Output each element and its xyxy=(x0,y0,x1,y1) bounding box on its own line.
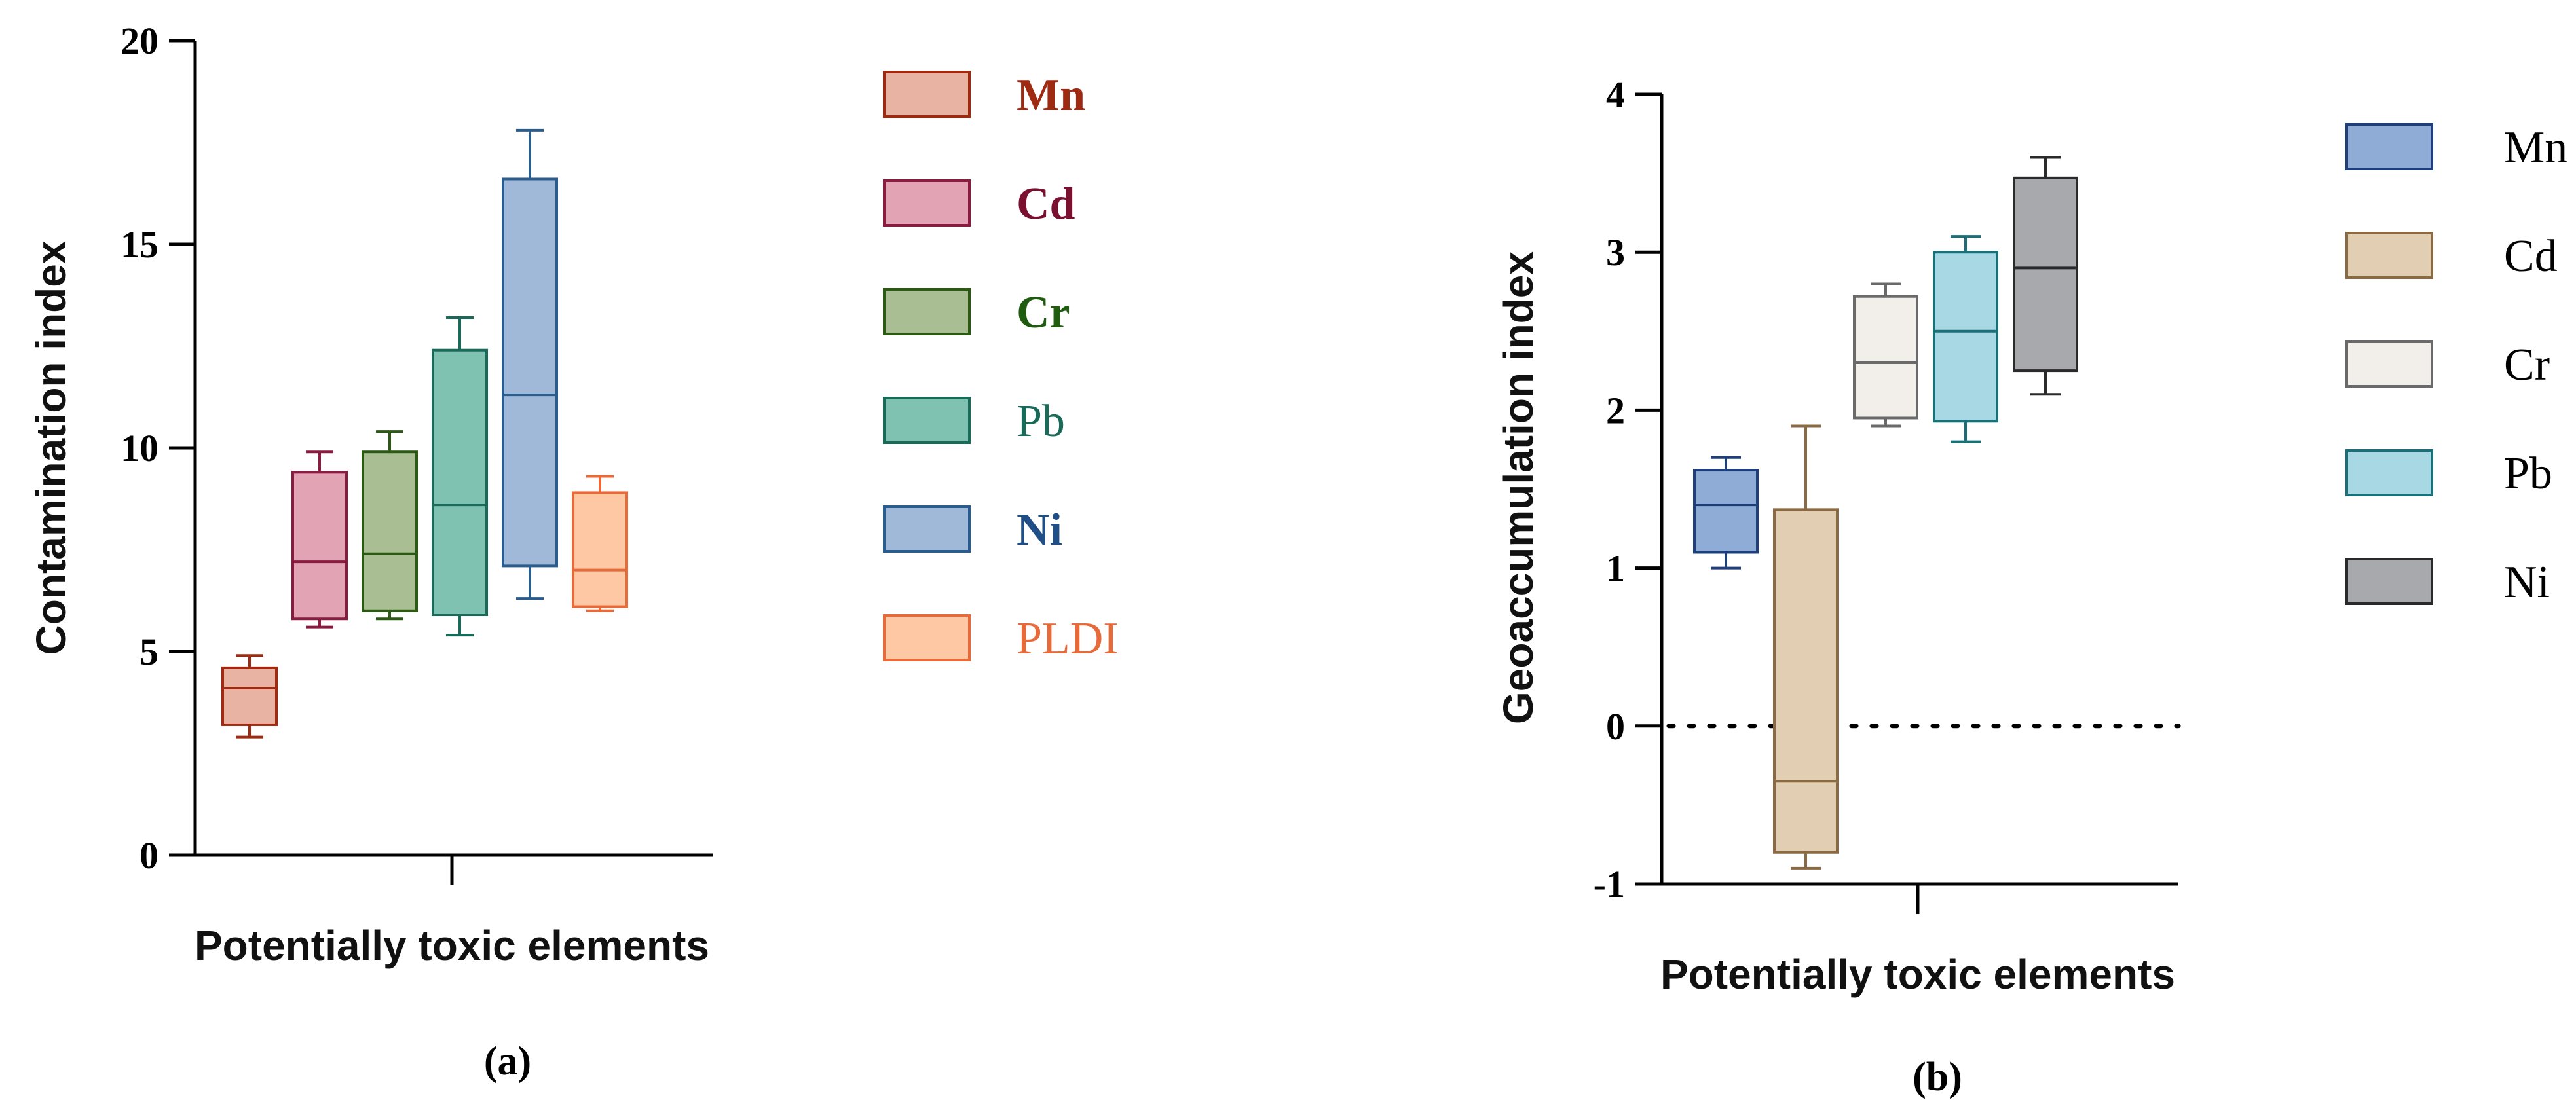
panel-a-y-tick-label: 5 xyxy=(140,631,159,673)
panel-a-x-axis-title: Potentially toxic elements xyxy=(195,922,709,969)
panel-b-iqr-ni xyxy=(2013,176,2078,373)
panel-b-legend: Mn Cd Cr Pb Ni xyxy=(2345,122,2567,608)
panel-b-y-ticks: -1 0 1 2 3 4 xyxy=(1594,73,1662,906)
panel-a-y-axis-title: Contamination index xyxy=(28,240,75,655)
panel-a-legend-swatch-cd xyxy=(883,179,971,227)
panel-a-legend-swatch-mn xyxy=(883,71,971,118)
panel-b-legend-swatch-cr xyxy=(2345,340,2433,388)
panel-b-legend-swatch-mn xyxy=(2345,123,2433,170)
panel-a-y-tick-label: 0 xyxy=(140,834,159,877)
panel-a: 0 5 10 15 20 Mn Cd Cr Pb Ni PLDI Contamination in… xyxy=(28,20,1119,1084)
panel-b-legend-label-mn: Mn xyxy=(2504,122,2567,173)
panel-b-box-cd xyxy=(1773,424,1839,870)
panel-a-iqr-mn xyxy=(221,666,278,726)
panel-a-legend-item-pb: Pb xyxy=(883,396,1065,447)
panel-a-legend-swatch-pb xyxy=(883,397,971,444)
panel-b-legend-swatch-ni xyxy=(2345,558,2433,605)
panel-a-label: (a) xyxy=(484,1039,531,1084)
panel-b-legend-item-ni: Ni xyxy=(2345,557,2550,608)
panel-b-legend-swatch-cd xyxy=(2345,232,2433,279)
panel-a-y-ticks: 0 5 10 15 20 xyxy=(121,20,195,877)
panel-a-legend-swatch-cr xyxy=(883,288,971,335)
panel-a-box-cr xyxy=(362,430,418,621)
panel-a-legend-item-cd: Cd xyxy=(883,179,1075,229)
panel-a-box-cd xyxy=(291,450,348,629)
panel-a-legend-label-ni: Ni xyxy=(1017,505,1062,555)
panel-b-legend-item-cr: Cr xyxy=(2345,340,2550,390)
panel-a-y-tick-label: 15 xyxy=(121,223,159,266)
panel-a-legend-swatch-pldi xyxy=(883,614,971,661)
panel-a-legend-item-ni: Ni xyxy=(883,505,1062,555)
panel-a-legend-label-pb: Pb xyxy=(1017,396,1065,447)
panel-b-legend-swatch-pb xyxy=(2345,449,2433,496)
panel-b-legend-label-ni: Ni xyxy=(2504,557,2550,608)
panel-a-iqr-pb xyxy=(432,348,488,617)
panel-a-boxes xyxy=(221,128,628,739)
panel-a-legend-label-cr: Cr xyxy=(1017,287,1070,338)
panel-b-iqr-cd xyxy=(1773,508,1839,854)
panel-a-legend-label-cd: Cd xyxy=(1017,179,1075,229)
panel-a-legend: Mn Cd Cr Pb Ni PLDI xyxy=(883,70,1119,664)
panel-a-legend-label-pldi: PLDI xyxy=(1017,614,1119,664)
panel-a-box-pldi xyxy=(572,475,628,612)
panel-a-y-tick-label: 10 xyxy=(121,427,159,469)
panel-b-boxes xyxy=(1693,156,2078,870)
panel-b-y-tick-label: 1 xyxy=(1606,547,1625,590)
panel-a-legend-item-pldi: PLDI xyxy=(883,614,1119,664)
panel-b-box-cr xyxy=(1853,282,1918,428)
panel-b-y-tick-label: 2 xyxy=(1606,389,1625,431)
panel-b-iqr-mn xyxy=(1693,469,1759,554)
panel-b-legend-item-pb: Pb xyxy=(2345,449,2552,499)
panel-a-legend-item-cr: Cr xyxy=(883,287,1070,338)
panel-b-iqr-cr xyxy=(1853,295,1918,420)
panel-a-box-pb xyxy=(432,316,488,637)
panel-a-legend-item-mn: Mn xyxy=(883,70,1085,120)
panel-a-box-ni xyxy=(502,128,558,600)
panel-b-y-tick-label: 0 xyxy=(1606,705,1625,748)
panel-b-legend-label-cd: Cd xyxy=(2504,231,2558,282)
panel-b-y-tick-label: 4 xyxy=(1606,73,1625,116)
panel-a-y-tick-label: 20 xyxy=(121,20,159,62)
panel-a-iqr-cr xyxy=(362,450,418,612)
panel-b-y-tick-label: -1 xyxy=(1594,863,1625,906)
panel-b-legend-item-cd: Cd xyxy=(2345,231,2558,282)
panel-b-box-ni xyxy=(2013,156,2078,396)
panel-b-y-tick-label: 3 xyxy=(1606,231,1625,274)
panel-b-x-axis-title: Potentially toxic elements xyxy=(1660,951,2175,998)
panel-b-y-axis-title: Geoaccumulation index xyxy=(1495,251,1542,724)
panel-b: -1 0 1 2 3 4 Mn Cd Cr Pb Ni Geoaccumulation index… xyxy=(1495,73,2567,1099)
panel-b-label: (b) xyxy=(1913,1055,1962,1099)
panel-b-box-mn xyxy=(1693,456,1759,570)
panel-b-legend-label-pb: Pb xyxy=(2504,449,2552,499)
panel-a-legend-label-mn: Mn xyxy=(1017,70,1085,120)
panel-b-box-pb xyxy=(1933,235,1998,443)
panel-a-box-mn xyxy=(221,654,278,739)
panel-a-iqr-ni xyxy=(502,177,558,568)
panel-b-legend-label-cr: Cr xyxy=(2504,340,2550,390)
panel-a-legend-swatch-ni xyxy=(883,505,971,553)
panel-a-iqr-cd xyxy=(291,471,348,621)
panel-b-legend-item-mn: Mn xyxy=(2345,122,2567,173)
panel-a-iqr-pldi xyxy=(572,491,628,608)
panel-b-iqr-pb xyxy=(1933,251,1998,423)
